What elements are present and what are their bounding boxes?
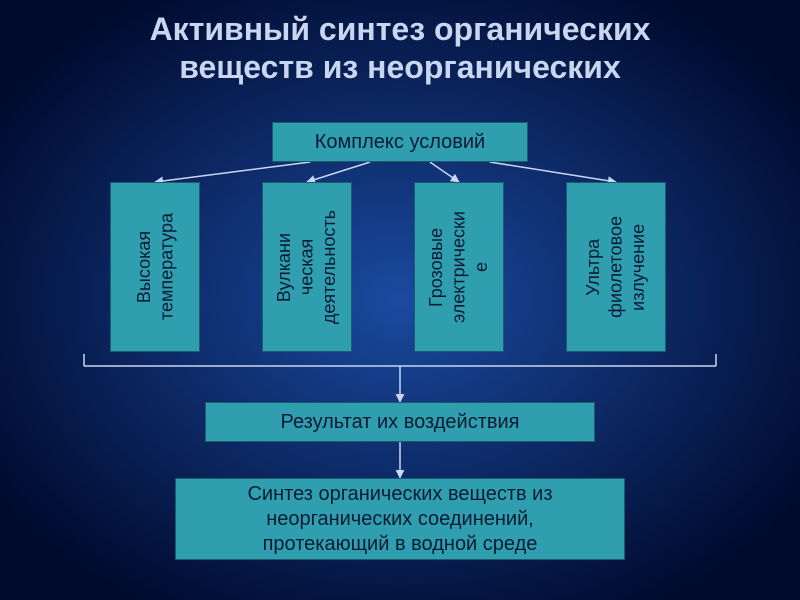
title-line1: Активный синтез органических <box>150 11 651 47</box>
node-condition-4-label: Ультрафиолетовоеизлучение <box>582 216 650 318</box>
slide-title: Активный синтез органических веществ из … <box>0 0 800 87</box>
node-condition-2: Вулканическаядеятельность <box>262 182 352 352</box>
node-synthesis: Синтез органических веществ изнеорганиче… <box>175 478 625 560</box>
node-synthesis-label: Синтез органических веществ изнеорганиче… <box>247 482 552 557</box>
node-root: Комплекс условий <box>272 122 528 162</box>
node-condition-4: Ультрафиолетовоеизлучение <box>566 182 666 352</box>
node-condition-3-label: Грозовыеэлектрические <box>425 211 493 323</box>
node-condition-1: Высокаятемпература <box>110 182 200 352</box>
title-line2: веществ из неорганических <box>179 49 621 85</box>
node-result-label: Результат их воздействия <box>280 410 519 435</box>
node-result: Результат их воздействия <box>205 402 595 442</box>
node-condition-2-label: Вулканическаядеятельность <box>273 210 341 324</box>
node-root-label: Комплекс условий <box>315 130 485 155</box>
node-condition-3: Грозовыеэлектрические <box>414 182 504 352</box>
node-condition-1-label: Высокаятемпература <box>133 213 178 320</box>
